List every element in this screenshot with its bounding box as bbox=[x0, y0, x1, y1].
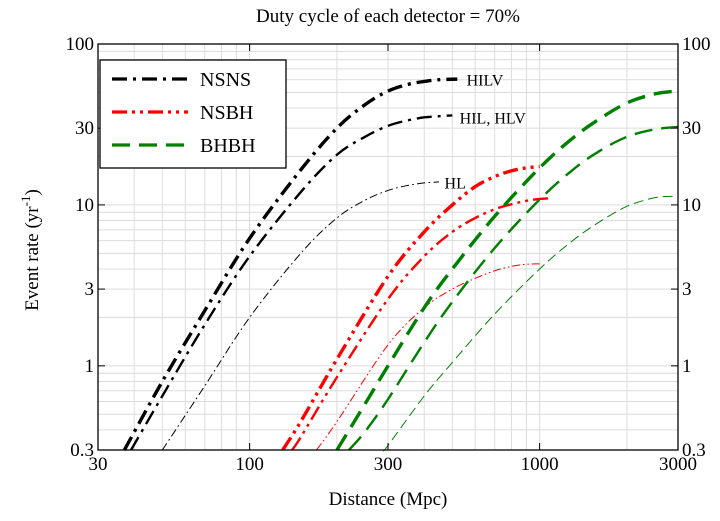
series-nsbh-hl-line bbox=[316, 263, 540, 451]
legend-label-nsbh: NSBH bbox=[200, 102, 253, 124]
y-tick-label: 1 bbox=[85, 356, 95, 377]
legend-box bbox=[99, 59, 287, 169]
series-nsns-hil-hlv-line bbox=[130, 114, 453, 451]
y-tick-label-right: 3 bbox=[682, 279, 692, 300]
series-nsbh-hilv-line bbox=[281, 164, 540, 451]
legend: NSNS NSBH BHBH bbox=[99, 59, 287, 169]
y-axis-label-close: ) bbox=[22, 189, 43, 195]
y-tick-label-right: 30 bbox=[682, 118, 701, 139]
x-tick-label: 300 bbox=[374, 454, 403, 475]
x-tick-label: 1000 bbox=[521, 454, 559, 475]
annotation-label: HILV bbox=[467, 73, 504, 90]
annotations: HILV HIL, HLV HL bbox=[445, 73, 527, 193]
y-axis-label: Event rate (yr-1) bbox=[18, 189, 43, 311]
y-tick-label: 0.3 bbox=[70, 440, 94, 461]
series-nsns-hilv-line bbox=[122, 77, 458, 451]
y-tick-label-right: 100 bbox=[682, 34, 711, 55]
y-tick-label: 3 bbox=[85, 279, 95, 300]
x-tick-label: 3000 bbox=[659, 454, 697, 475]
series-bhbh-hl-line bbox=[383, 195, 674, 452]
y-tick-label-right: 10 bbox=[682, 195, 701, 216]
y-tick-label: 100 bbox=[66, 34, 95, 55]
series-nsbh-hil-hlv-line bbox=[291, 197, 552, 451]
series-bhbh-hilv-line bbox=[335, 89, 679, 451]
series-bhbh-hil-hlv-line bbox=[348, 125, 679, 451]
series-curves bbox=[122, 77, 679, 452]
legend-label-bhbh: BHBH bbox=[200, 135, 256, 157]
y-tick-label-right: 0.3 bbox=[682, 440, 706, 461]
y-axis-label-main: Event rate (yr bbox=[22, 206, 43, 311]
y-tick-label-right: 1 bbox=[682, 356, 692, 377]
legend-label-nsns: NSNS bbox=[200, 69, 251, 91]
y-tick-label: 30 bbox=[75, 118, 94, 139]
chart-title: Duty cycle of each detector = 70% bbox=[256, 6, 520, 27]
series-nsns-hl-line bbox=[161, 181, 440, 451]
y-axis-label-exponent: -1 bbox=[18, 196, 33, 207]
x-tick-label: 100 bbox=[235, 454, 264, 475]
y-tick-label: 10 bbox=[75, 195, 94, 216]
annotation-label: HIL, HLV bbox=[460, 110, 527, 127]
x-tick-label: 30 bbox=[89, 454, 108, 475]
x-axis-label: Distance (Mpc) bbox=[329, 489, 448, 510]
annotation-label: HL bbox=[445, 175, 466, 192]
